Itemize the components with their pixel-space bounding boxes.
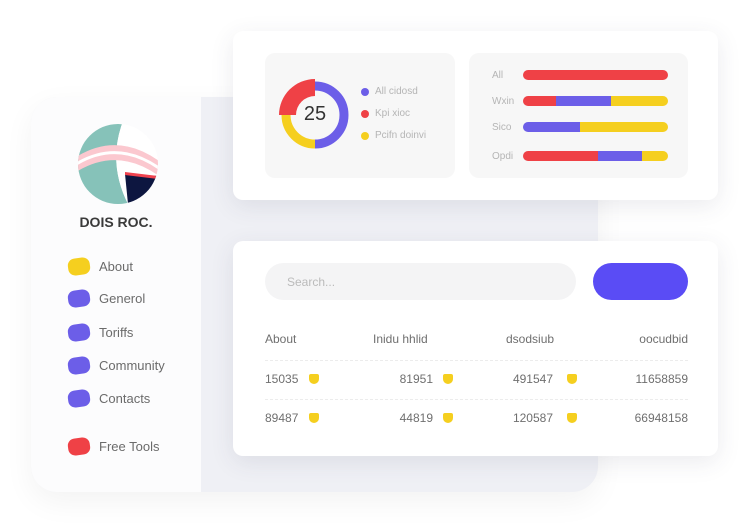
bar-row: All <box>492 65 688 85</box>
table-cell: 44819 <box>399 411 433 425</box>
brand-name: DOIS ROC. <box>79 214 153 230</box>
legend-label: Kpi xioc <box>375 108 411 119</box>
sidebar-item-label: Contacts <box>99 391 151 406</box>
donut-chart <box>279 79 349 149</box>
table-cell: 120587 <box>512 411 553 425</box>
sidebar-item-contacts[interactable]: Contacts <box>66 388 151 409</box>
legend-dot-icon <box>361 87 369 96</box>
shield-icon <box>443 374 453 384</box>
legend-item: Pcifn doinvi <box>361 130 426 141</box>
stacked-bar <box>523 122 668 132</box>
nav-blob-icon <box>66 355 92 376</box>
shield-icon <box>567 374 577 384</box>
bars-panel: All Wxin Sico Opdi <box>469 53 688 178</box>
donut-segment-3 <box>279 79 315 115</box>
bar-segment <box>523 96 557 106</box>
sidebar-item-free-tools[interactable]: Free Tools <box>66 436 160 457</box>
sidebar-item-community[interactable]: Community <box>66 355 165 376</box>
bar-segment <box>556 96 612 106</box>
logo-avatar <box>78 124 158 204</box>
legend-dot-icon <box>361 131 369 140</box>
nav-blob-icon <box>66 288 92 309</box>
bar-label: Sico <box>492 121 512 133</box>
legend-item: All cidosd <box>361 86 418 97</box>
table-cell: 15035 <box>265 372 299 386</box>
nav-blob-icon <box>66 436 92 457</box>
legend-label: Pcifn doinvi <box>375 130 427 141</box>
stats-card: 25 All cidosd Kpi xioc Pcifn doinvi All Wxi… <box>233 31 718 200</box>
bar-segment <box>523 122 580 132</box>
sidebar-item-about[interactable]: About <box>66 256 133 277</box>
sidebar: DOIS ROC. <box>31 97 201 492</box>
bar-label: All <box>492 69 504 81</box>
shield-icon <box>309 413 319 423</box>
column-header[interactable]: About <box>265 332 297 346</box>
nav-blob-icon <box>66 256 92 277</box>
table-cell: 89487 <box>265 411 299 425</box>
table-card: About Inidu hhlid dsodsiub oocudbid 15035 819… <box>233 241 718 456</box>
bar-segment <box>523 70 668 80</box>
bar-row: Sico <box>492 117 688 137</box>
sidebar-item-label: Toriffs <box>99 325 134 340</box>
legend-item: Kpi xioc <box>361 108 410 119</box>
table-cell: 491547 <box>512 372 553 386</box>
bar-row: Opdi <box>492 146 688 166</box>
sidebar-item-label: Free Tools <box>99 439 160 454</box>
bar-segment <box>598 151 642 161</box>
column-header[interactable]: Inidu hhlid <box>373 332 428 346</box>
bar-segment <box>641 151 668 161</box>
table-cell: 66948158 <box>634 411 688 425</box>
bar-row: Wxin <box>492 91 688 111</box>
submit-button[interactable] <box>593 263 688 300</box>
bar-segment <box>611 96 668 106</box>
shield-icon <box>443 413 453 423</box>
bar-segment <box>579 122 668 132</box>
search-input[interactable] <box>265 263 576 300</box>
bar-label: Opdi <box>492 150 514 162</box>
sidebar-item-label: Generol <box>99 291 146 306</box>
stacked-bar <box>523 96 668 106</box>
sidebar-item-label: About <box>99 259 133 274</box>
nav-blob-icon <box>66 322 92 343</box>
donut-value: 25 <box>303 103 327 125</box>
table-cell: 11658859 <box>635 372 689 386</box>
donut-segment-2 <box>281 114 316 149</box>
shield-icon <box>309 374 319 384</box>
bar-segment <box>523 151 599 161</box>
donut-segment-1 <box>314 81 349 149</box>
column-header[interactable]: oocudbid <box>639 332 688 346</box>
column-header[interactable]: dsodsiub <box>506 332 555 346</box>
legend-dot-icon <box>361 109 369 118</box>
table-cell: 81951 <box>399 372 433 386</box>
donut-panel: 25 All cidosd Kpi xioc Pcifn doinvi <box>265 53 455 178</box>
sidebar-item-toriffs[interactable]: Toriffs <box>66 322 134 343</box>
shield-icon <box>567 413 577 423</box>
nav-blob-icon <box>66 388 92 409</box>
bar-label: Wxin <box>492 95 515 107</box>
sidebar-item-label: Community <box>99 358 165 373</box>
sidebar-item-generol[interactable]: Generol <box>66 288 146 309</box>
stacked-bar <box>523 151 668 161</box>
legend-label: All cidosd <box>375 86 418 97</box>
stacked-bar <box>523 70 668 80</box>
